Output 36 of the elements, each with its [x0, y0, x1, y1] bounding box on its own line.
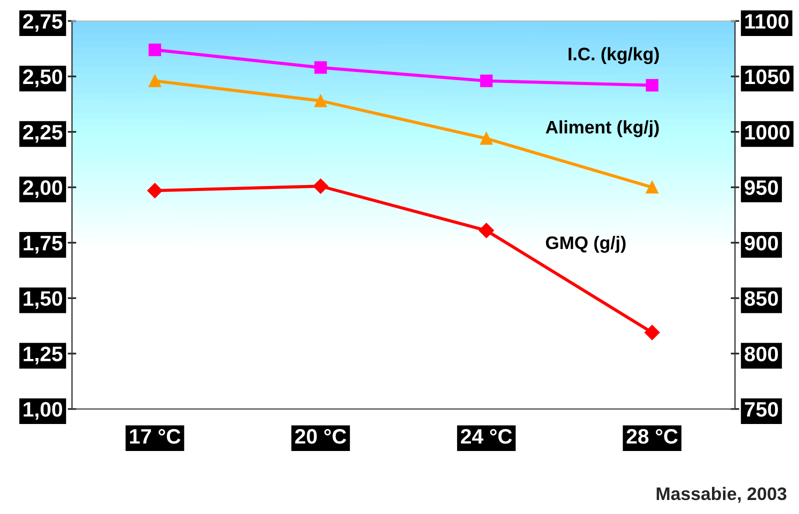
y-tick-label: 2,50	[23, 69, 62, 88]
text: Massabie, 2003	[656, 486, 786, 503]
y-tick-label: 1,00	[24, 402, 62, 420]
point	[148, 74, 162, 88]
series-label: GMQ (g/j)	[546, 236, 626, 253]
point	[314, 94, 327, 108]
y2-tick-label: 750	[744, 402, 778, 417]
y2-tick-label: 800	[744, 346, 778, 362]
y-tick-label: 2,75	[23, 14, 62, 32]
point	[314, 61, 327, 74]
y2-tick-label: 850	[744, 291, 778, 306]
y2-tick-label: 900	[744, 236, 778, 250]
y2-tick-label: 950	[744, 180, 778, 196]
y-tick-label: 2,25	[23, 124, 62, 143]
point	[480, 132, 493, 145]
point	[147, 183, 162, 198]
y-tick-label: 1,25	[24, 346, 62, 364]
point	[480, 74, 493, 88]
point	[646, 79, 658, 92]
x-tick-label: 28 °C	[626, 428, 678, 444]
point	[478, 222, 494, 238]
point	[313, 178, 328, 194]
series-label: Aliment (kg/j)	[546, 120, 659, 138]
y2-tick-label: 1100	[745, 14, 788, 29]
point	[646, 181, 658, 194]
point	[148, 44, 162, 56]
y-tick-label: 2,00	[23, 180, 62, 198]
y-tick-label: 1,75	[24, 236, 62, 254]
y-tick-label: 1,50	[24, 291, 62, 309]
x-tick-label: 17 °C	[130, 428, 180, 444]
x-tick-label: 20 °C	[295, 428, 346, 444]
y2-tick-label: 1000	[745, 124, 790, 140]
x-tick-label: 24 °C	[460, 428, 512, 444]
y2-tick-label: 1050	[745, 69, 790, 84]
series-label: I.C. (kg/kg)	[568, 47, 659, 64]
point	[644, 324, 660, 340]
